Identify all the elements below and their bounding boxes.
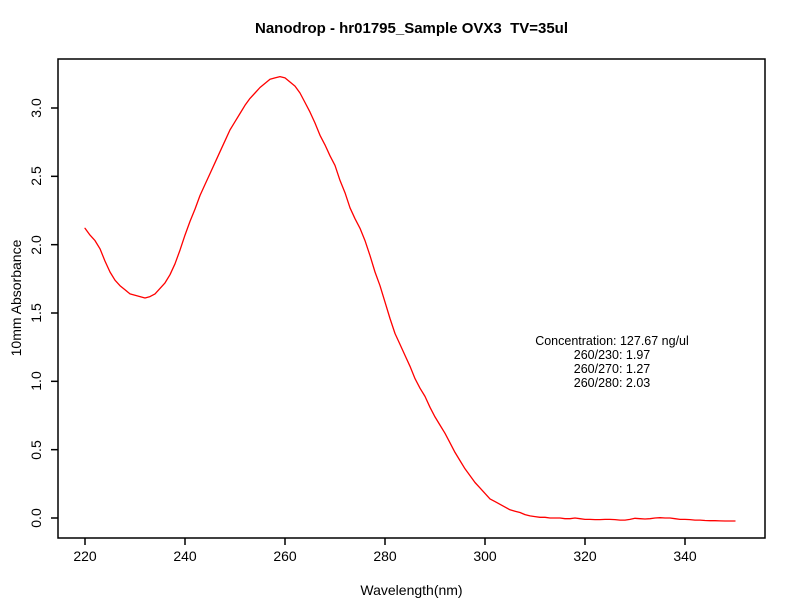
y-axis-label: 10mm Absorbance xyxy=(8,239,24,357)
absorbance-curve xyxy=(84,75,736,522)
annotation-block: Concentration: 127.67 ng/ul 260/230: 1.9… xyxy=(524,334,700,390)
annotation-concentration: Concentration: 127.67 ng/ul xyxy=(535,334,689,348)
y-tick-label-0.5: 0.5 xyxy=(28,440,44,460)
annotation-260-280: 260/280: 2.03 xyxy=(573,376,651,390)
x-tick-label-280: 280 xyxy=(373,548,397,564)
y-tick-label-0.0: 0.0 xyxy=(28,508,44,528)
y-tick-label-3.0: 3.0 xyxy=(28,98,44,118)
x-tick-label-320: 320 xyxy=(573,548,597,564)
x-tick-label-260: 260 xyxy=(273,548,297,564)
y-tick-label-2.5: 2.5 xyxy=(28,166,44,186)
annotation-260-230: 260/230: 1.97 xyxy=(573,348,651,362)
annotation-260-270: 260/270: 1.27 xyxy=(573,362,651,376)
x-tick-label-300: 300 xyxy=(473,548,497,564)
x-tick-label-240: 240 xyxy=(173,548,197,564)
plot-box xyxy=(57,58,766,539)
x-tick-label-340: 340 xyxy=(673,548,697,564)
y-tick-label-2.0: 2.0 xyxy=(28,235,44,255)
y-tick-label-1.0: 1.0 xyxy=(28,371,44,391)
x-axis-label: Wavelength(nm) xyxy=(360,582,463,598)
x-tick-label-220: 220 xyxy=(73,548,97,564)
y-tick-label-1.5: 1.5 xyxy=(28,303,44,323)
chart-title: Nanodrop - hr01795_Sample OVX3 TV=35ul xyxy=(254,20,569,37)
